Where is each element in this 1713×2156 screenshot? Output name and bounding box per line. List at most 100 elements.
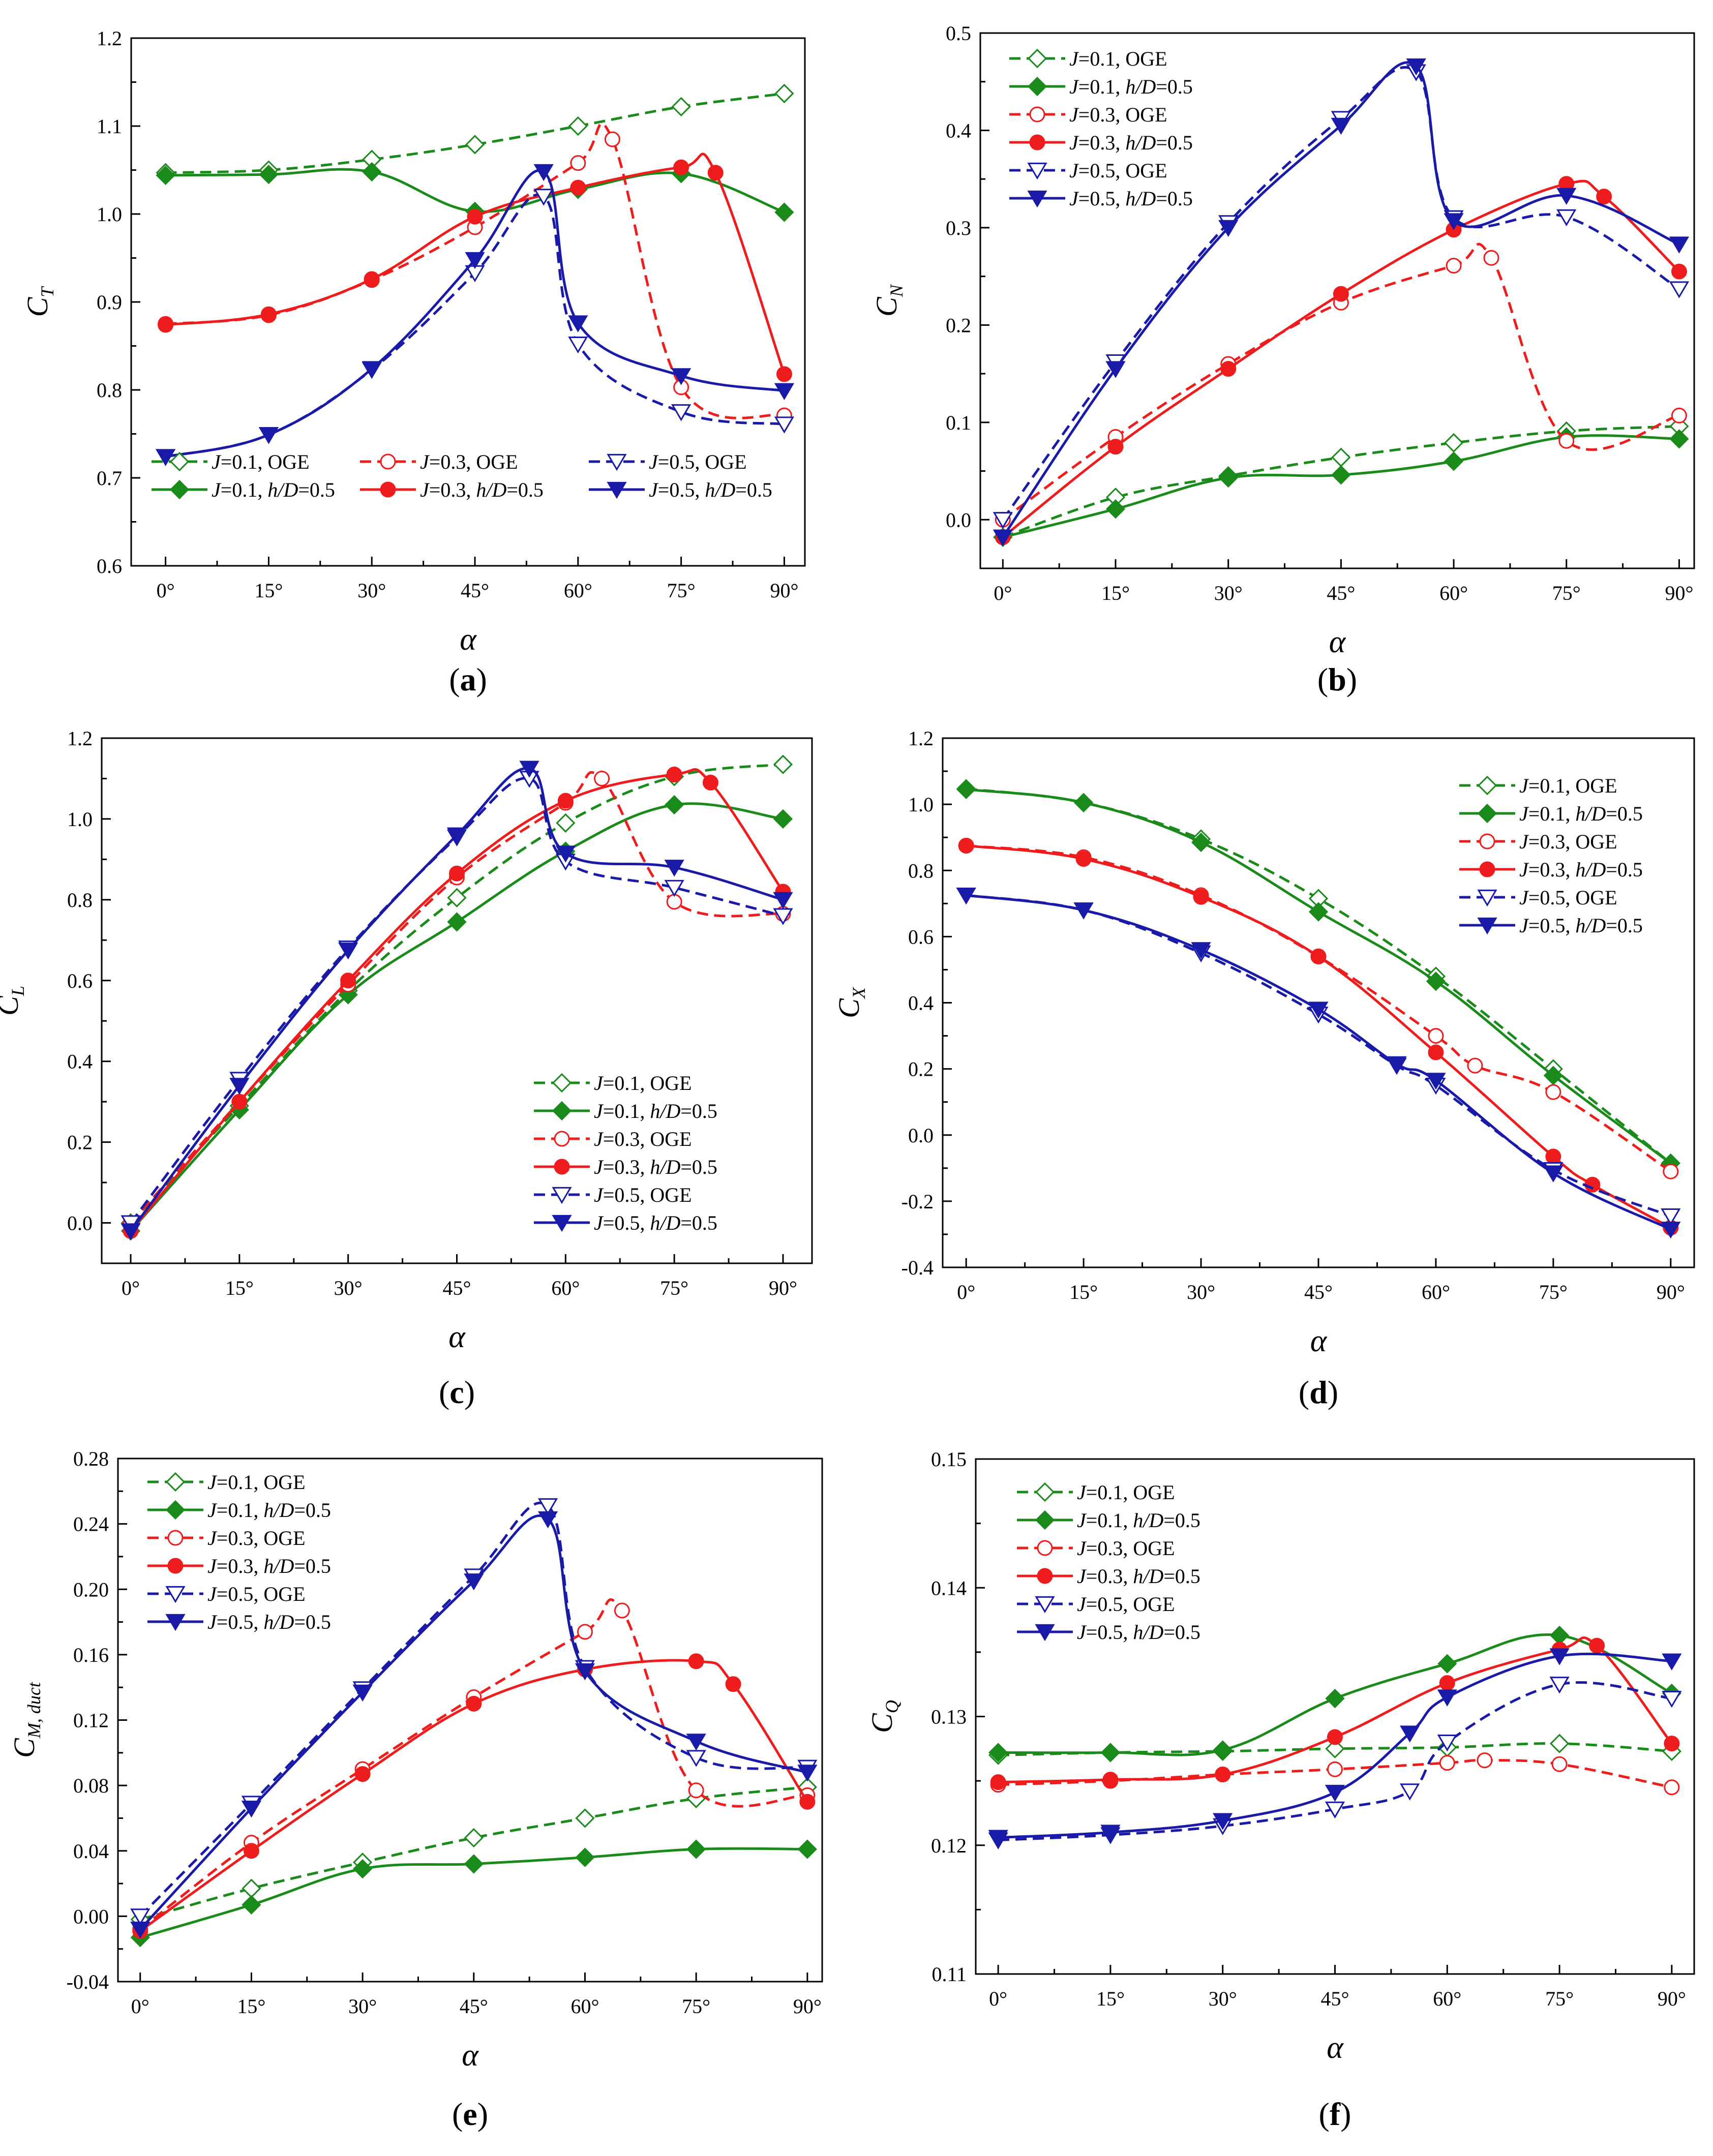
data-point <box>988 1830 1008 1847</box>
legend-marker <box>552 1214 572 1232</box>
series-line <box>998 1652 1672 1839</box>
legend: J=0.1, OGE J=0.1, h/D=0.5 J=0.3, OGE J=0.3,… <box>1459 774 1643 937</box>
x-tick-label: 0° <box>957 1281 975 1303</box>
y-axis: 0.0 0.1 0.2 0.3 0.4 0.5 <box>946 22 989 531</box>
chart-panel-d: -0.4 -0.2 0.0 0.2 0.4 0.6 0.8 1.0 1.2 0° 15° 30° 45°… <box>832 727 1695 1410</box>
x-tick-label: 60° <box>570 1995 599 2018</box>
y-tick-label: 0.2 <box>67 1131 93 1154</box>
y-axis: 0.11 0.12 0.13 0.14 0.15 <box>931 1448 985 1986</box>
series-line <box>1002 242 1680 521</box>
legend-marker <box>380 481 396 498</box>
y-tick-label: 0.7 <box>97 467 122 490</box>
data-point <box>354 1766 371 1782</box>
legend-entry: J=0.3, h/D=0.5 <box>534 1156 717 1178</box>
data-point <box>1669 281 1690 298</box>
y-axis-label: CL <box>0 986 28 1016</box>
y-axis-label: CX <box>832 986 869 1018</box>
legend-entry: J=0.1, h/D=0.5 <box>147 1499 331 1522</box>
data-point <box>1325 1784 1345 1802</box>
panel-label: (c) <box>439 1374 475 1410</box>
data-point <box>1444 213 1464 230</box>
legend-label: J=0.3, OGE <box>594 1128 692 1150</box>
legend-label: J=0.3, OGE <box>420 450 518 473</box>
data-point <box>158 317 174 333</box>
legend-label: J=0.1, h/D=0.5 <box>212 478 335 501</box>
x-tick-label: 90° <box>769 1277 797 1299</box>
legend-entry: J=0.5, h/D=0.5 <box>1017 1621 1200 1644</box>
data-point <box>1310 948 1327 964</box>
legend-label: J=0.5, h/D=0.5 <box>649 478 772 501</box>
data-point <box>1406 58 1426 76</box>
legend-marker <box>1035 1482 1055 1502</box>
data-point <box>1543 1066 1563 1085</box>
x-tick-label: 15° <box>237 1995 265 2018</box>
data-point <box>243 1843 259 1859</box>
data-point <box>1663 1163 1679 1179</box>
legend-entry: J=0.5, OGE <box>147 1583 306 1605</box>
legend-label: J=0.5, OGE <box>1069 159 1167 182</box>
data-point <box>1218 220 1239 237</box>
legend-marker <box>167 1530 184 1546</box>
y-tick-label: 0.15 <box>931 1448 967 1471</box>
data-point <box>1467 1057 1483 1074</box>
data-point <box>1584 1176 1601 1193</box>
legend-marker <box>1477 775 1497 796</box>
series-5 <box>155 164 795 466</box>
x-tick-label: 15° <box>225 1277 254 1299</box>
legend-entry: J=0.3, h/D=0.5 <box>1009 131 1193 154</box>
data-point <box>797 1839 817 1859</box>
data-point <box>1325 1688 1345 1709</box>
data-point <box>993 529 1013 546</box>
x-tick-label: 0° <box>122 1277 140 1299</box>
legend-marker <box>169 479 190 500</box>
data-point <box>1075 851 1092 867</box>
legend-marker <box>1027 162 1047 180</box>
x-axis: 0° 15° 30° 45° 60° 75° 90° <box>122 1254 797 1299</box>
data-point <box>575 1847 595 1867</box>
data-point <box>446 827 467 844</box>
x-tick-label: 60° <box>564 579 592 602</box>
legend-entry: J=0.5, OGE <box>589 450 747 473</box>
y-tick-label: 0.2 <box>946 314 971 337</box>
legend-entry: J=0.3, h/D=0.5 <box>1459 858 1643 881</box>
x-tick-label: 15° <box>1069 1281 1098 1303</box>
data-point <box>673 159 689 175</box>
series-1 <box>993 427 1689 547</box>
data-point <box>666 767 682 783</box>
data-point <box>725 1676 741 1692</box>
data-point <box>1439 1675 1455 1691</box>
data-point <box>570 179 586 196</box>
legend-marker <box>1477 917 1497 935</box>
panel-label: (f) <box>1319 2096 1351 2132</box>
data-point <box>537 1511 558 1529</box>
data-point <box>1325 1739 1345 1758</box>
legend-label: J=0.1, h/D=0.5 <box>207 1499 331 1522</box>
data-point <box>1549 1734 1570 1753</box>
data-point <box>231 1094 248 1110</box>
data-point <box>1671 407 1687 423</box>
legend-marker <box>1027 48 1047 69</box>
data-point <box>258 427 279 444</box>
data-point <box>1331 447 1351 467</box>
panel-label: (d) <box>1299 1374 1338 1410</box>
legend-marker <box>1479 833 1495 849</box>
data-point <box>1558 433 1575 449</box>
y-tick-label: 0.9 <box>97 291 122 314</box>
data-point <box>1308 1001 1329 1019</box>
data-point <box>799 1794 816 1810</box>
legend-marker <box>1027 190 1047 208</box>
y-tick-label: 0.3 <box>946 217 971 239</box>
y-tick-label: 1.2 <box>67 727 93 750</box>
x-tick-label: 75° <box>682 1995 710 2018</box>
data-point <box>465 252 485 269</box>
data-point <box>776 366 792 382</box>
x-tick-label: 90° <box>1658 1987 1686 2010</box>
data-point <box>1428 1044 1444 1060</box>
data-point <box>774 83 794 104</box>
x-axis: 0° 15° 30° 45° 60° 75° 90° <box>957 1258 1685 1303</box>
plot-frame <box>101 737 813 1264</box>
y-axis: 0.6 0.7 0.8 0.9 1.0 1.1 1.2 <box>97 27 140 578</box>
data-point <box>1662 1690 1682 1708</box>
legend-label: J=0.5, h/D=0.5 <box>207 1611 331 1633</box>
y-tick-label: 0.8 <box>908 859 934 882</box>
